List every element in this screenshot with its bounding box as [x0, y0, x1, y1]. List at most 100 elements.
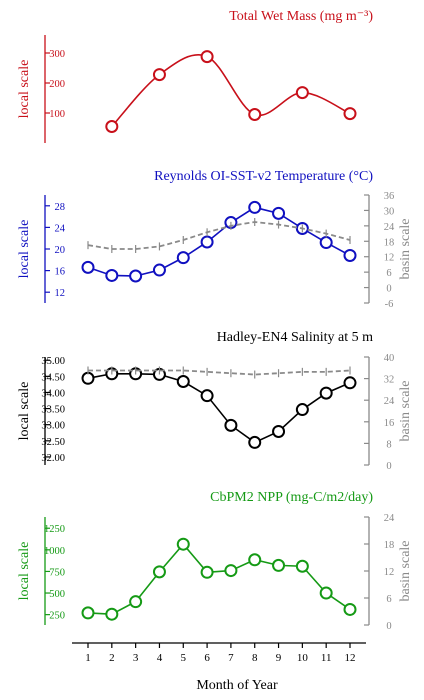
left-tick-label: 12 [55, 288, 66, 299]
right-tick-label: 8 [386, 439, 391, 450]
left-axis-label: local scale [17, 60, 32, 119]
left-axis-label: local scale [17, 220, 32, 279]
x-tick-label: 12 [345, 652, 356, 664]
left-tick-label: 100 [49, 109, 65, 120]
data-point [343, 107, 357, 121]
right-tick-label: 24 [384, 222, 395, 233]
left-tick-label: 33.00 [41, 421, 65, 432]
data-point [295, 559, 309, 573]
right-tick-label: 6 [386, 594, 391, 605]
data-point [200, 565, 214, 579]
left-tick-label: 300 [49, 49, 65, 60]
left-tick-label: 33.50 [41, 405, 65, 416]
data-point [343, 602, 357, 616]
right-axis-label: basin scale [398, 218, 413, 279]
data-point [176, 537, 190, 551]
right-tick-label: 40 [384, 353, 395, 364]
x-tick-label: 3 [133, 652, 139, 664]
data-point [248, 200, 262, 214]
x-tick-label: 1 [85, 652, 91, 664]
data-point [319, 236, 333, 250]
left-tick-label: 28 [55, 202, 66, 213]
x-tick-label: 8 [252, 652, 258, 664]
left-tick-label: 750 [49, 567, 65, 578]
right-tick-label: 16 [384, 418, 395, 429]
data-point [295, 403, 309, 417]
x-tick-label: 9 [276, 652, 282, 664]
right-tick-label: 24 [384, 513, 395, 524]
right-tick-label: -6 [385, 299, 394, 310]
data-point [319, 586, 333, 600]
right-tick-label: 12 [384, 253, 395, 264]
data-point [224, 564, 238, 578]
left-tick-label: 32.50 [41, 437, 65, 448]
data-point [200, 389, 214, 403]
left-tick-label: 1250 [44, 524, 65, 535]
data-point [81, 606, 95, 620]
data-point [152, 263, 166, 277]
x-tick-label: 10 [297, 652, 309, 664]
left-axis-label: local scale [17, 382, 32, 441]
right-tick-label: 18 [384, 540, 395, 551]
data-point [105, 120, 119, 133]
right-axis-label: basin scale [398, 380, 413, 441]
data-point [272, 558, 286, 572]
left-tick-label: 35.00 [41, 356, 65, 367]
x-tick-label: 5 [181, 652, 187, 664]
right-tick-label: 12 [384, 567, 395, 578]
left-tick-label: 34.00 [41, 388, 65, 399]
data-point [224, 418, 238, 432]
data-point [105, 268, 119, 282]
left-axis-label: local scale [17, 542, 32, 601]
panel-title: Total Wet Mass (mg m⁻³) [229, 9, 373, 24]
series-line [87, 372, 351, 444]
left-tick-label: 250 [49, 611, 65, 622]
data-point [152, 68, 166, 82]
right-tick-label: 6 [386, 268, 391, 279]
left-tick-label: 32.00 [41, 453, 65, 464]
left-tick-label: 200 [49, 79, 65, 90]
data-point [295, 86, 309, 100]
data-point [200, 235, 214, 249]
left-tick-label: 1000 [44, 546, 65, 557]
x-tick-label: 4 [157, 652, 163, 664]
right-tick-label: 30 [384, 206, 395, 217]
right-tick-label: 0 [386, 284, 391, 295]
right-axis-label: basin scale [398, 540, 413, 601]
left-tick-label: 34.50 [41, 372, 65, 383]
data-point [176, 375, 190, 389]
basin-dashed-line [88, 369, 351, 376]
series-line-smooth [111, 54, 351, 128]
right-tick-label: 32 [384, 375, 395, 386]
panel-title: Reynolds OI-SST-v2 Temperature (°C) [154, 169, 373, 184]
right-tick-label: 24 [384, 396, 395, 407]
left-tick-label: 20 [55, 245, 66, 256]
left-tick-label: 24 [55, 223, 66, 234]
left-tick-label: 16 [55, 267, 66, 278]
data-point [248, 435, 262, 449]
data-point [343, 376, 357, 390]
data-point [129, 269, 143, 283]
series-line [87, 206, 351, 277]
x-axis-label: Month of Year [196, 678, 278, 693]
left-tick-label: 500 [49, 589, 65, 600]
x-tick-label: 11 [321, 652, 332, 664]
data-point [343, 248, 357, 262]
data-point [152, 565, 166, 579]
x-tick-label: 2 [109, 652, 115, 664]
panel-title: CbPM2 NPP (mg-C/m2/day) [210, 490, 373, 505]
data-point [176, 251, 190, 265]
panel-title: Hadley-EN4 Salinity at 5 m [217, 330, 373, 345]
data-point [272, 424, 286, 438]
data-point [200, 50, 214, 64]
series-line [87, 542, 351, 616]
x-tick-label: 7 [228, 652, 234, 664]
right-tick-label: 0 [386, 621, 391, 632]
right-tick-label: 18 [384, 237, 395, 248]
data-point [248, 553, 262, 567]
data-point [129, 595, 143, 609]
x-tick-label: 6 [204, 652, 210, 664]
data-point [81, 260, 95, 274]
data-point [319, 386, 333, 400]
